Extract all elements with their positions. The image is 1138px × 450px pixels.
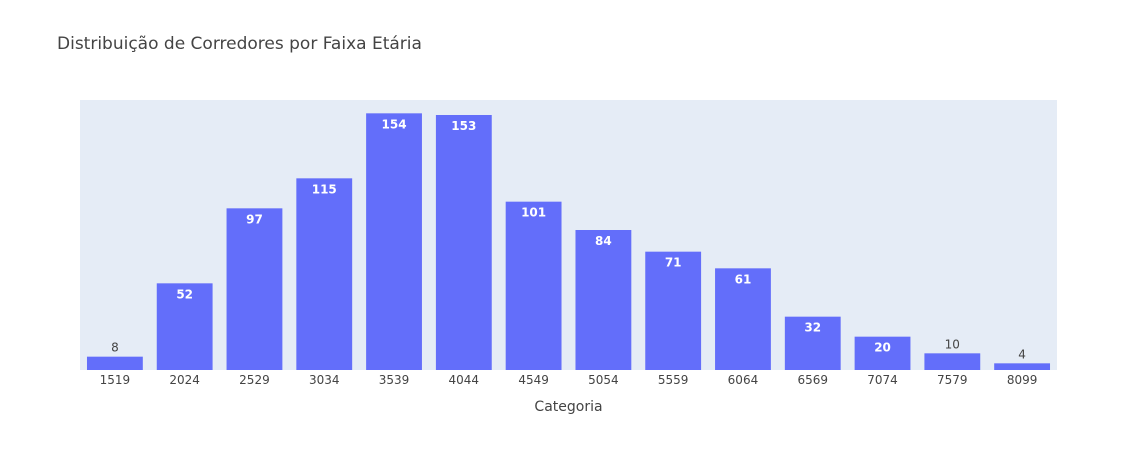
bar-6064[interactable] (715, 268, 771, 370)
bar-3034[interactable] (296, 178, 353, 370)
bar-7579[interactable] (924, 353, 981, 370)
x-tick-labels: 1519 2024 2529 3034 3539 4044 4549 5054 5559 6064… (100, 373, 1038, 387)
data-label-5559: 71 (665, 256, 682, 270)
x-tick-label-1519: 1519 (100, 373, 131, 387)
data-label-3034: 115 (312, 182, 337, 196)
data-label-3539: 154 (382, 117, 407, 131)
data-label-2024: 52 (176, 287, 193, 301)
x-tick-label-7074: 7074 (867, 373, 898, 387)
chart-title: Distribuição de Corredores por Faixa Etá… (57, 34, 422, 54)
bar-4549[interactable] (505, 201, 562, 370)
bar-2529[interactable] (226, 208, 283, 370)
bar-4044[interactable] (435, 115, 492, 370)
x-tick-label-5559: 5559 (658, 373, 689, 387)
bar-5054[interactable] (575, 230, 632, 370)
bar-1519[interactable] (86, 356, 143, 370)
x-tick-label-4044: 4044 (449, 373, 480, 387)
x-tick-label-6569: 6569 (797, 373, 828, 387)
bar-2024[interactable] (156, 283, 213, 370)
x-tick-label-8099: 8099 (1007, 373, 1038, 387)
data-label-5054: 84 (595, 234, 612, 248)
x-tick-label-6064: 6064 (728, 373, 759, 387)
bars-layer (86, 113, 1051, 370)
bar-8099[interactable] (994, 363, 1051, 370)
x-tick-label-2024: 2024 (169, 373, 200, 387)
data-label-4044: 153 (451, 119, 476, 133)
data-label-8099: 4 (1018, 347, 1026, 361)
x-tick-label-3539: 3539 (379, 373, 410, 387)
data-labels-layer: 8 52 97 115 154 153 101 84 71 61 32 20 10 4 (111, 117, 1026, 361)
x-tick-label-5054: 5054 (588, 373, 619, 387)
data-label-7074: 20 (874, 341, 891, 355)
data-label-2529: 97 (246, 212, 263, 226)
x-tick-label-7579: 7579 (937, 373, 968, 387)
data-label-4549: 101 (521, 206, 546, 220)
data-label-1519: 8 (111, 341, 119, 355)
x-tick-label-3034: 3034 (309, 373, 340, 387)
data-label-6064: 61 (735, 272, 752, 286)
data-label-6569: 32 (804, 321, 821, 335)
bar-7074[interactable] (854, 336, 911, 370)
bar-6569[interactable] (784, 316, 841, 370)
data-label-7579: 10 (945, 337, 960, 351)
x-tick-label-4549: 4549 (518, 373, 549, 387)
bar-3539[interactable] (366, 113, 422, 370)
bar-5559[interactable] (645, 251, 702, 370)
x-tick-label-2529: 2529 (239, 373, 270, 387)
x-axis-title: Categoria (534, 399, 602, 415)
